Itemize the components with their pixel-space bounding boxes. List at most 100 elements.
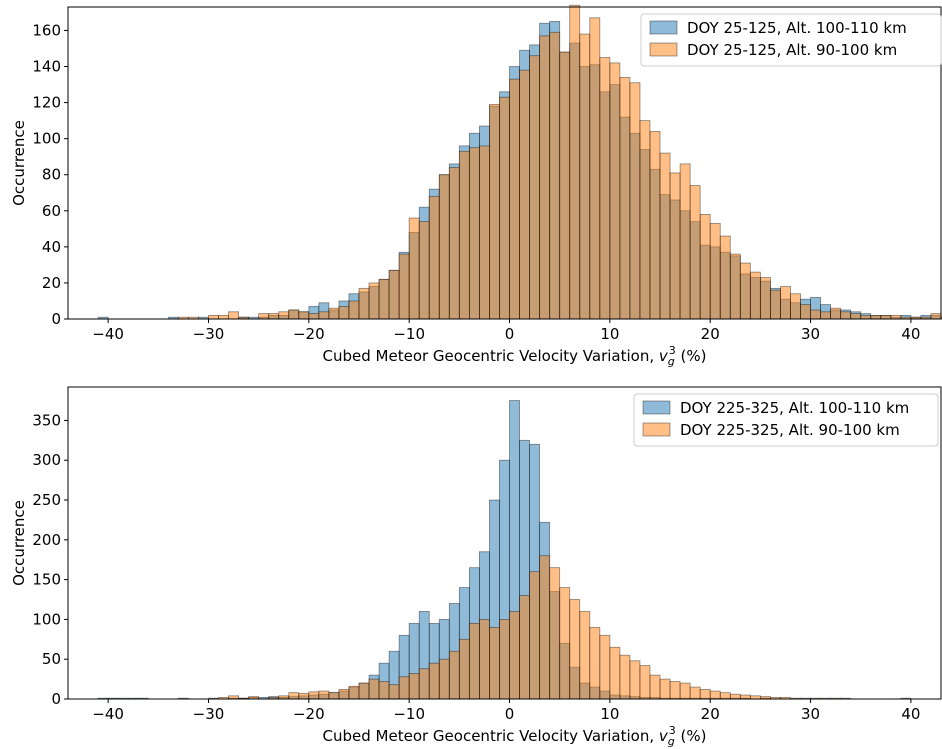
x-tick-label: −20 [293, 705, 325, 723]
y-tick-label: 160 [32, 21, 61, 39]
x-tick-label: −40 [92, 705, 124, 723]
bar [609, 62, 621, 320]
legend: DOY 25-125, Alt. 100-110 km DOY 25-125, A… [640, 13, 942, 67]
y-tick-label: 0 [51, 310, 61, 328]
bar [368, 678, 380, 700]
bar [318, 311, 330, 320]
bar [689, 185, 701, 320]
bar [338, 305, 350, 320]
bar [830, 307, 842, 320]
y-tick-label: 40 [42, 238, 61, 256]
y-axis-label: Occurrence [10, 120, 28, 206]
x-tick-label: −30 [193, 325, 225, 343]
y-tick-label: 200 [32, 531, 61, 549]
bar [519, 595, 530, 700]
bar [368, 282, 380, 320]
bar [519, 69, 530, 320]
bar [629, 660, 641, 700]
bar [288, 309, 300, 320]
bar [669, 681, 681, 700]
bar [599, 634, 611, 700]
bar [569, 4, 581, 320]
series-2 [218, 555, 912, 700]
bar [840, 311, 852, 320]
bar [448, 167, 460, 320]
panel-2: −40 −30 −20 −10 0 10 20 30 40 0 50 100 150 200 250 300 3… [10, 386, 942, 748]
bar [408, 217, 420, 320]
bar [709, 690, 721, 700]
y-tick-label: 250 [32, 491, 61, 509]
bar [589, 17, 601, 320]
bar [709, 223, 721, 320]
x-tick-label: 30 [801, 705, 820, 723]
bar [428, 662, 440, 700]
bar [749, 271, 761, 320]
y-tick-label: 300 [32, 451, 61, 469]
bar [529, 55, 541, 320]
bar [448, 650, 460, 700]
bar [458, 638, 470, 700]
bar [930, 313, 942, 320]
bar [358, 682, 370, 700]
bar [870, 314, 882, 320]
bar [388, 269, 400, 320]
bar [659, 152, 671, 320]
bar [539, 35, 551, 320]
bar [358, 287, 370, 320]
y-tick-label: 350 [32, 411, 61, 429]
bar [800, 304, 811, 320]
bar [790, 293, 801, 320]
x-tick-label: 40 [901, 325, 920, 343]
bar [398, 676, 410, 700]
bar [549, 31, 561, 320]
bar [589, 626, 601, 700]
bar [328, 307, 340, 320]
bar [739, 694, 751, 700]
bar [418, 221, 430, 320]
bar [609, 646, 621, 700]
x-tick-label: 10 [600, 325, 619, 343]
y-tick-label: 0 [51, 690, 61, 708]
bar [348, 685, 360, 700]
bar [489, 103, 500, 320]
bar [860, 314, 872, 320]
bar [298, 311, 310, 320]
bar [408, 673, 420, 700]
y-tick-label: 80 [42, 166, 61, 184]
bar [288, 692, 300, 700]
bar [559, 51, 571, 320]
bar [810, 309, 821, 320]
bar [468, 147, 480, 320]
y-tick-label: 100 [32, 130, 61, 148]
legend-box [633, 393, 939, 447]
bar [499, 96, 510, 320]
bar [669, 172, 681, 320]
bar [639, 120, 651, 320]
bar [218, 314, 229, 320]
bar [579, 611, 591, 700]
x-tick-label: −10 [393, 705, 425, 723]
x-tick-label: 10 [600, 705, 619, 723]
x-tick-label: −10 [393, 325, 425, 343]
bar [539, 555, 551, 700]
bar [659, 678, 671, 700]
bar [398, 253, 410, 320]
bar [780, 286, 791, 320]
x-axis-label: Cubed Meteor Geocentric Velocity Variati… [323, 724, 707, 748]
bar [328, 692, 340, 700]
bar [820, 311, 832, 320]
series-2 [177, 4, 942, 320]
bar [759, 277, 771, 320]
bar [649, 674, 661, 700]
legend-label: DOY 25-125, Alt. 90-100 km [687, 41, 897, 59]
x-tick-label: 40 [901, 705, 920, 723]
bar [438, 174, 450, 320]
bar [509, 611, 520, 700]
bar [468, 622, 480, 700]
bar [348, 300, 360, 320]
bar [378, 278, 390, 320]
legend-swatch [642, 400, 671, 415]
bar [890, 314, 902, 320]
legend-swatch [649, 20, 678, 35]
